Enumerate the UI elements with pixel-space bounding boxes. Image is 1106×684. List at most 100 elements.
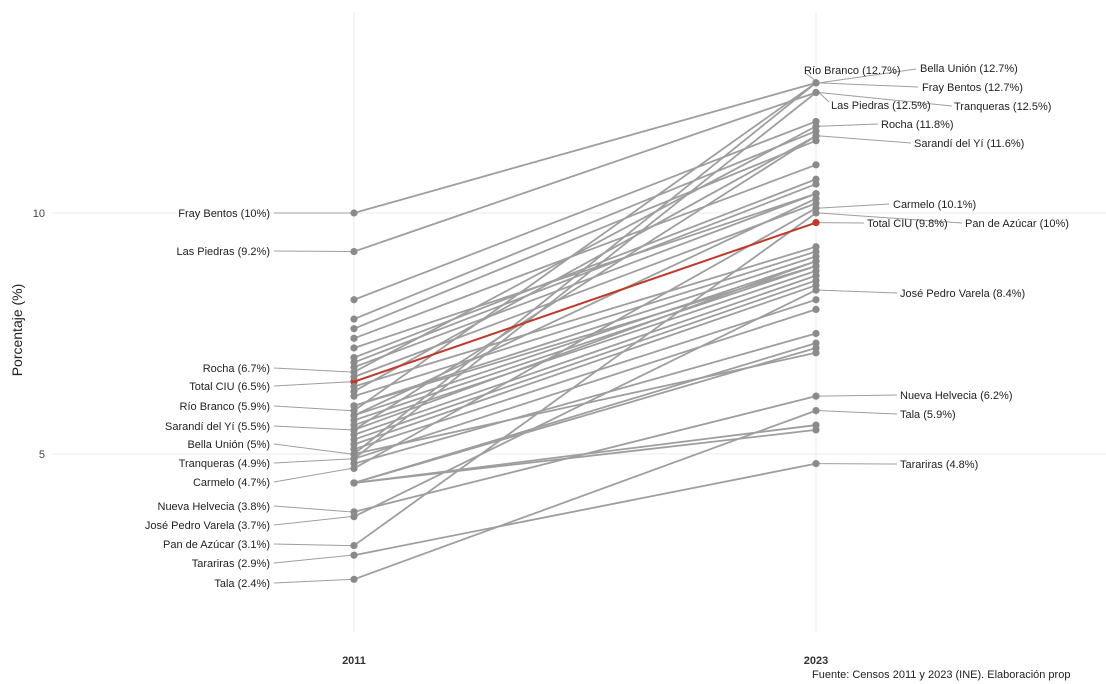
label-2023: Nueva Helvecia (6.2%) xyxy=(900,390,1013,402)
series-line xyxy=(353,332,817,465)
leader-line xyxy=(818,203,890,209)
point-2011 xyxy=(350,450,358,458)
label-2023: Río Branco (12.7%) xyxy=(804,65,901,77)
point-2011 xyxy=(350,387,358,395)
series-line xyxy=(353,212,817,547)
series-line xyxy=(353,81,817,214)
series-line xyxy=(353,183,817,364)
point-2023 xyxy=(812,392,820,400)
series-line xyxy=(353,134,817,393)
leader-line xyxy=(273,367,352,373)
source-caption: Fuente: Censos 2011 y 2023 (INE). Elabor… xyxy=(812,669,1071,681)
series-line xyxy=(353,139,817,330)
leader-line xyxy=(818,410,898,415)
series-line xyxy=(353,428,817,484)
highlight-series xyxy=(353,221,817,383)
point-2011 xyxy=(350,411,358,420)
leader-line xyxy=(818,123,879,127)
label-2023: Sarandí del Yí (11.6%) xyxy=(914,138,1024,150)
series-line xyxy=(353,462,817,557)
point-2011 xyxy=(350,426,358,434)
label-2023: Pan de Azúcar (10%) xyxy=(965,218,1069,230)
leader-line xyxy=(273,516,352,526)
leader-line xyxy=(818,92,830,103)
leader-line xyxy=(273,578,352,584)
leader-line xyxy=(273,505,352,513)
series-line xyxy=(353,298,817,451)
point-2011 xyxy=(350,325,358,333)
point-2023 xyxy=(812,219,820,227)
series-line xyxy=(353,284,817,446)
series-lines xyxy=(353,81,817,581)
series-line xyxy=(353,279,817,441)
point-2011 xyxy=(350,296,358,304)
point-2011 xyxy=(350,541,358,550)
series-line xyxy=(353,163,817,340)
leader-line xyxy=(273,405,352,412)
point-2011 xyxy=(350,513,358,521)
point-2023 xyxy=(812,88,820,97)
leader-line xyxy=(818,82,919,88)
y-axis-title: Porcentaje (%) xyxy=(9,284,25,377)
point-2023 xyxy=(812,180,820,188)
x-tick-label: 2023 xyxy=(804,655,828,667)
point-2011 xyxy=(350,479,358,487)
y-tick-label: 5 xyxy=(39,449,45,461)
label-2023: Total CIU (9.8%) xyxy=(867,218,948,230)
point-2023 xyxy=(812,349,820,357)
point-2011 xyxy=(350,551,358,559)
label-2011: Tala (2.4%) xyxy=(214,578,270,590)
label-2011: Bella Unión (5%) xyxy=(187,439,270,451)
point-2011 xyxy=(350,402,358,410)
leader-line xyxy=(818,394,898,397)
label-2011: Rocha (6.7%) xyxy=(203,363,270,375)
x-axis: 2011 2023 xyxy=(342,655,828,667)
label-2011: Sarandí del Yí (5.5%) xyxy=(165,421,270,433)
leader-line xyxy=(273,543,352,547)
leader-line xyxy=(273,554,352,564)
leader-line xyxy=(273,425,352,431)
point-2023 xyxy=(812,117,820,126)
series-line xyxy=(353,91,817,460)
series-line xyxy=(353,130,817,320)
leader-line xyxy=(273,250,352,253)
series-line xyxy=(353,308,817,460)
point-2011 xyxy=(350,315,358,323)
point-2011 xyxy=(350,209,358,217)
series-line xyxy=(353,245,817,388)
point-2011 xyxy=(350,344,358,352)
label-2023: Tranqueras (12.5%) xyxy=(954,101,1051,113)
series-points xyxy=(350,79,820,583)
series-line xyxy=(353,192,817,349)
point-2011 xyxy=(350,334,358,342)
point-2023 xyxy=(812,407,820,415)
label-2011: Nueva Helvecia (3.8%) xyxy=(158,501,271,513)
series-line xyxy=(353,260,817,431)
point-2023 xyxy=(812,296,820,304)
label-2011: Río Branco (5.9%) xyxy=(180,401,270,413)
series-line xyxy=(353,197,817,417)
point-2023 xyxy=(812,161,820,169)
series-line xyxy=(353,351,817,455)
series-line xyxy=(353,192,817,369)
x-tick-label: 2011 xyxy=(342,655,366,667)
series-line xyxy=(353,91,817,253)
y-axis: 5 10 xyxy=(33,208,45,461)
label-2023: Fray Bentos (12.7%) xyxy=(922,82,1023,94)
series-labels: Fray Bentos (10%) Las Piedras (9.2%) Rocha… xyxy=(145,63,1069,590)
point-2023 xyxy=(812,79,820,87)
series-line xyxy=(353,125,817,373)
series-line xyxy=(353,120,817,301)
point-2011 xyxy=(350,460,358,468)
leader-line xyxy=(818,135,912,144)
leader-line xyxy=(818,92,953,107)
point-2023 xyxy=(812,132,820,140)
leader-line xyxy=(818,289,898,294)
series-line xyxy=(353,260,817,417)
label-2011: Total CIU (6.5%) xyxy=(189,381,270,393)
point-2023 xyxy=(812,194,820,203)
label-2011: José Pedro Varela (3.7%) xyxy=(145,520,270,532)
leader-line xyxy=(818,68,917,84)
label-2023: Tala (5.9%) xyxy=(900,409,956,421)
